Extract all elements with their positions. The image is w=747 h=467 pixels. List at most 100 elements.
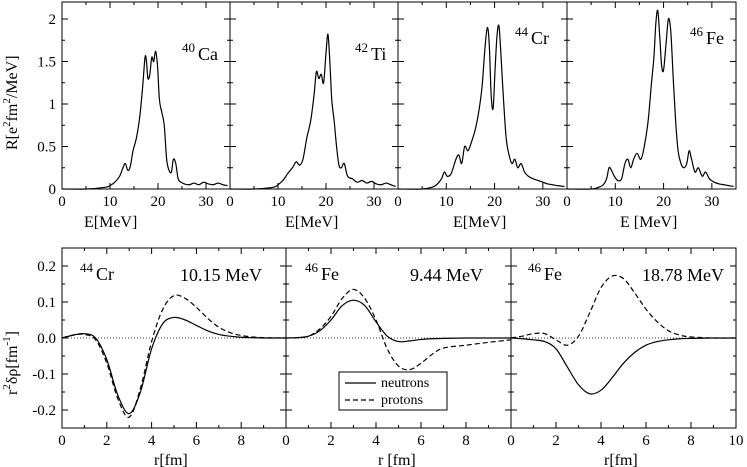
panel-fe46-density-high: 0 2 4 6 8 10 46 Fe 18.78 MeV r[fm] — [507, 247, 744, 467]
y-tick-label: 0.5 — [37, 140, 56, 156]
neutrons-curve — [61, 316, 287, 415]
y-tick-label: 2 — [49, 12, 57, 28]
strength-curve — [61, 50, 228, 190]
cr44-density-curves — [61, 294, 287, 418]
top-y-axis-label: R[e2fm2/MeV] — [1, 55, 21, 150]
cr44-ticks: 0 10 20 30 — [394, 2, 568, 210]
strength-curve — [229, 33, 396, 190]
x-tick-label: 6 — [417, 433, 425, 449]
cr44-density-xlabel: r[fm] — [154, 452, 188, 467]
top-ylabel-part-c: fm — [4, 103, 21, 121]
ti42-curves — [229, 33, 396, 190]
fe46-low-energy-label: 9.44 MeV — [410, 265, 483, 285]
cr44-curves — [397, 24, 565, 190]
cr44-density-ticks: 0 2 4 6 8 -0.2 -0.1 0.0 0.1 0.2 — [32, 247, 287, 449]
bottom-ylabel-part-d: -1 — [1, 336, 13, 345]
ca40-xlabel: E[MeV] — [84, 214, 137, 231]
fe46-high-curves — [510, 274, 737, 395]
panel-ca40: 0 10 20 30 0 0.5 1 1.5 2 40 Ca E[MeV] — [37, 1, 231, 231]
ti42-mass-number: 42 — [355, 40, 368, 55]
x-tick-label: 20 — [656, 194, 671, 210]
x-tick-label: 10 — [271, 194, 286, 210]
panel-cr44: 0 10 20 30 44 Cr E[MeV] — [394, 1, 568, 231]
y-tick-label: 0.1 — [37, 295, 56, 311]
legend-box — [338, 371, 448, 411]
fe46-top-mass-number: 46 — [690, 24, 704, 39]
x-tick-label: 20 — [319, 194, 334, 210]
fe46-high-symbol: Fe — [544, 264, 562, 284]
fe46-top-xlabel: E [MeV] — [620, 214, 677, 231]
x-tick-label: 2 — [552, 433, 560, 449]
ti42-ticks: 0 10 20 30 — [226, 2, 399, 210]
x-tick-label: 10 — [439, 194, 454, 210]
cr44-xlabel: E[MeV] — [453, 214, 506, 231]
x-tick-label: 0 — [226, 194, 234, 210]
bottom-ylabel-part-c: δρ[fm — [4, 345, 21, 384]
x-tick-label: 20 — [151, 194, 166, 210]
fe46-low-symbol: Fe — [321, 264, 339, 284]
fe46-high-xlabel: r[fm] — [604, 452, 638, 467]
cr44-energy-label: 10.15 MeV — [180, 265, 262, 285]
x-tick-label: 30 — [535, 194, 550, 210]
x-tick-label: 0 — [563, 194, 571, 210]
strength-curve — [397, 24, 565, 190]
cr44-density-mass-number: 44 — [80, 260, 94, 275]
neutrons-curve — [285, 299, 511, 343]
legend-neutrons-label: neutrons — [381, 376, 429, 391]
ti42-xlabel: E[MeV] — [285, 214, 338, 231]
x-tick-label: 6 — [642, 433, 650, 449]
x-tick-label: 10 — [103, 194, 118, 210]
ti42-symbol: Ti — [371, 44, 386, 64]
x-tick-label: 8 — [687, 433, 695, 449]
x-tick-label: 8 — [237, 433, 245, 449]
x-tick-label: 8 — [462, 433, 470, 449]
y-tick-label: 1 — [49, 97, 57, 113]
fe46-low-curves — [285, 288, 512, 371]
transition-density-panels: 0 2 4 6 8-0.2-0.10.00.10.2 44 Cr 10.15 MeV r… — [1, 247, 744, 467]
fe46-low-mass-number: 46 — [305, 260, 319, 275]
strength-curve — [566, 9, 734, 190]
ca40-frame — [61, 1, 231, 190]
bottom-y-axis-label: r2δρ[fm-1] — [1, 331, 21, 395]
protons-curve — [61, 294, 287, 418]
fe46-high-mass-number: 46 — [528, 260, 542, 275]
fe46-top-symbol: Fe — [706, 28, 724, 48]
top-ylabel-part-a: R[e — [4, 127, 21, 150]
fe46-top-curves — [566, 9, 734, 190]
y-tick-label: -0.2 — [32, 403, 56, 419]
bottom-ylabel-part-e: ] — [4, 331, 21, 336]
neutrons-curve — [510, 337, 737, 395]
legend: neutrons protons — [338, 371, 448, 411]
cr44-mass-number: 44 — [515, 24, 529, 39]
top-ylabel-part-b: 2 — [1, 121, 13, 127]
panel-ti42: 0 10 20 30 42 Ti E[MeV] — [226, 1, 399, 231]
panel-fe46-top: 0 10 20 30 46 Fe E [MeV] — [563, 1, 737, 231]
y-tick-label: -0.1 — [32, 367, 56, 383]
bottom-ylabel-part-b: 2 — [1, 384, 13, 390]
x-tick-label: 0 — [507, 433, 515, 449]
fe46-top-ticks: 0 10 20 30 — [563, 2, 737, 210]
y-tick-label: 0 — [49, 182, 57, 198]
ca40-ticks: 0 10 20 30 0 0.5 1 1.5 2 — [37, 2, 231, 210]
fe46-top-frame — [566, 1, 737, 190]
ca40-mass-number: 40 — [182, 40, 195, 55]
y-tick-label: 0.0 — [37, 331, 56, 347]
x-tick-label: 0 — [394, 194, 402, 210]
fe46-high-ticks: 0 2 4 6 8 10 — [507, 247, 744, 449]
x-tick-label: 30 — [367, 194, 382, 210]
cr44-density-symbol: Cr — [96, 264, 114, 284]
x-tick-label: 4 — [148, 433, 156, 449]
x-tick-label: 0 — [58, 194, 66, 210]
x-tick-label: 4 — [372, 433, 380, 449]
x-tick-label: 30 — [199, 194, 214, 210]
fe46-high-energy-label: 18.78 MeV — [642, 265, 724, 285]
top-ylabel-part-e: /MeV] — [4, 55, 21, 98]
x-tick-label: 0 — [58, 433, 66, 449]
cr44-symbol: Cr — [531, 28, 549, 48]
y-tick-label: 1.5 — [37, 55, 56, 71]
protons-curve — [285, 288, 512, 371]
